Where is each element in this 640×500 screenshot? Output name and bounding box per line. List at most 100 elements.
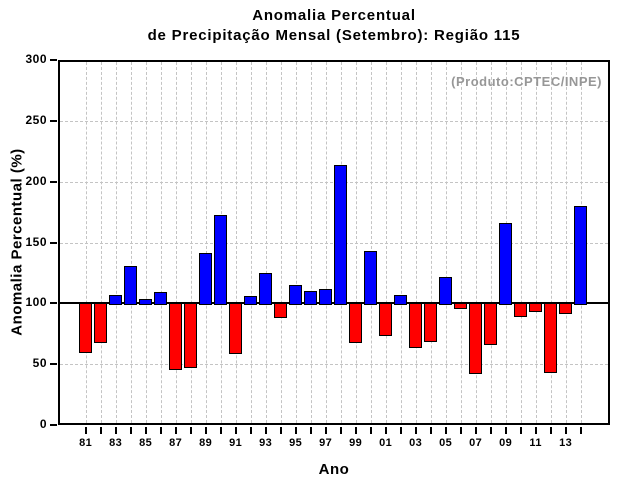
y-tick [50, 424, 57, 426]
bar-93 [259, 272, 273, 306]
bar-91 [229, 303, 243, 355]
x-tick [549, 427, 552, 434]
bar-12 [544, 303, 558, 373]
y-tick-label: 200 [25, 173, 47, 188]
x-tick-label: 87 [169, 437, 183, 449]
x-tick [144, 427, 147, 434]
bar-98 [334, 164, 348, 306]
bar-00 [364, 251, 378, 306]
x-tick [84, 427, 87, 434]
bar-92 [244, 296, 258, 306]
bar-87 [169, 303, 183, 371]
x-tick-label: 93 [259, 437, 273, 449]
x-tick [279, 427, 282, 434]
y-tick-label: 50 [32, 356, 47, 371]
y-tick [50, 59, 57, 61]
bar-03 [409, 303, 423, 349]
y-tick-label: 0 [39, 417, 47, 431]
x-tick [369, 427, 372, 434]
bar-06 [454, 303, 468, 310]
gridline-horizontal [60, 242, 608, 244]
x-tick [189, 427, 192, 434]
x-tick [249, 427, 252, 434]
x-tick [204, 427, 207, 434]
plot-area [58, 60, 610, 425]
gridline-horizontal [60, 181, 608, 183]
gridline-horizontal [60, 120, 608, 122]
x-tick [174, 427, 177, 434]
x-tick [459, 427, 462, 434]
bar-81 [79, 303, 93, 354]
y-tick [50, 363, 57, 366]
bar-82 [94, 303, 108, 344]
x-tick [384, 427, 387, 434]
gridline-horizontal [60, 364, 608, 366]
x-tick-label: 83 [109, 437, 123, 449]
bar-13 [559, 303, 573, 315]
x-tick [399, 427, 402, 434]
x-tick-label: 11 [529, 437, 542, 449]
y-tick-label: 100 [25, 295, 47, 310]
bar-96 [304, 291, 318, 306]
x-tick-label: 91 [229, 437, 243, 449]
x-tick-label: 07 [469, 437, 483, 449]
bar-09 [499, 223, 513, 306]
x-tick-label: 13 [559, 437, 573, 449]
x-tick-label: 99 [349, 437, 363, 449]
y-tick [50, 180, 57, 183]
bar-89 [199, 253, 213, 306]
x-tick [474, 427, 477, 434]
bar-08 [484, 303, 498, 345]
bar-10 [514, 303, 528, 317]
chart-title-line1: Anomalia Percentual [252, 7, 416, 24]
x-tick [324, 427, 327, 434]
chart-title-line2: de Precipitação Mensal (Setembro): Regiã… [147, 27, 521, 44]
bar-97 [319, 288, 333, 306]
bar-83 [109, 294, 123, 306]
bar-14 [574, 206, 588, 306]
y-tick [50, 241, 57, 244]
x-tick-label: 09 [499, 437, 513, 449]
x-tick [504, 427, 507, 434]
x-tick [99, 427, 102, 434]
x-tick-label: 01 [379, 437, 393, 449]
y-tick-label: 150 [25, 234, 47, 249]
x-tick [489, 427, 492, 434]
x-tick [579, 427, 582, 434]
x-tick-label: 89 [199, 437, 213, 449]
x-tick [564, 427, 567, 434]
x-tick [519, 427, 522, 434]
x-tick [129, 427, 132, 434]
x-tick [159, 427, 162, 434]
x-tick [264, 427, 267, 434]
x-tick [339, 427, 342, 434]
bar-84 [124, 265, 138, 306]
bar-94 [274, 303, 288, 318]
x-tick [114, 427, 117, 434]
x-tick [354, 427, 357, 434]
x-tick [309, 427, 312, 434]
bar-95 [289, 285, 303, 306]
x-tick [234, 427, 237, 434]
bar-05 [439, 276, 453, 306]
x-tick [414, 427, 417, 434]
x-tick-label: 81 [79, 437, 93, 449]
bar-04 [424, 303, 438, 343]
x-tick-label: 97 [319, 437, 333, 449]
y-tick [50, 302, 57, 305]
bar-99 [349, 303, 363, 344]
x-tick [219, 427, 222, 434]
x-tick-label: 03 [409, 437, 423, 449]
bar-85 [139, 298, 153, 306]
x-axis-title: Ano [318, 461, 350, 478]
x-tick [429, 427, 432, 434]
bar-07 [469, 303, 483, 374]
x-tick [444, 427, 447, 434]
x-tick [294, 427, 297, 434]
y-tick [50, 119, 57, 122]
x-tick [534, 427, 537, 434]
x-tick-label: 05 [439, 437, 453, 449]
chart-title: Anomalia Percentual de Precipitação Mens… [28, 6, 640, 46]
product-annotation: (Produto:CPTEC/INPE) [451, 74, 602, 89]
